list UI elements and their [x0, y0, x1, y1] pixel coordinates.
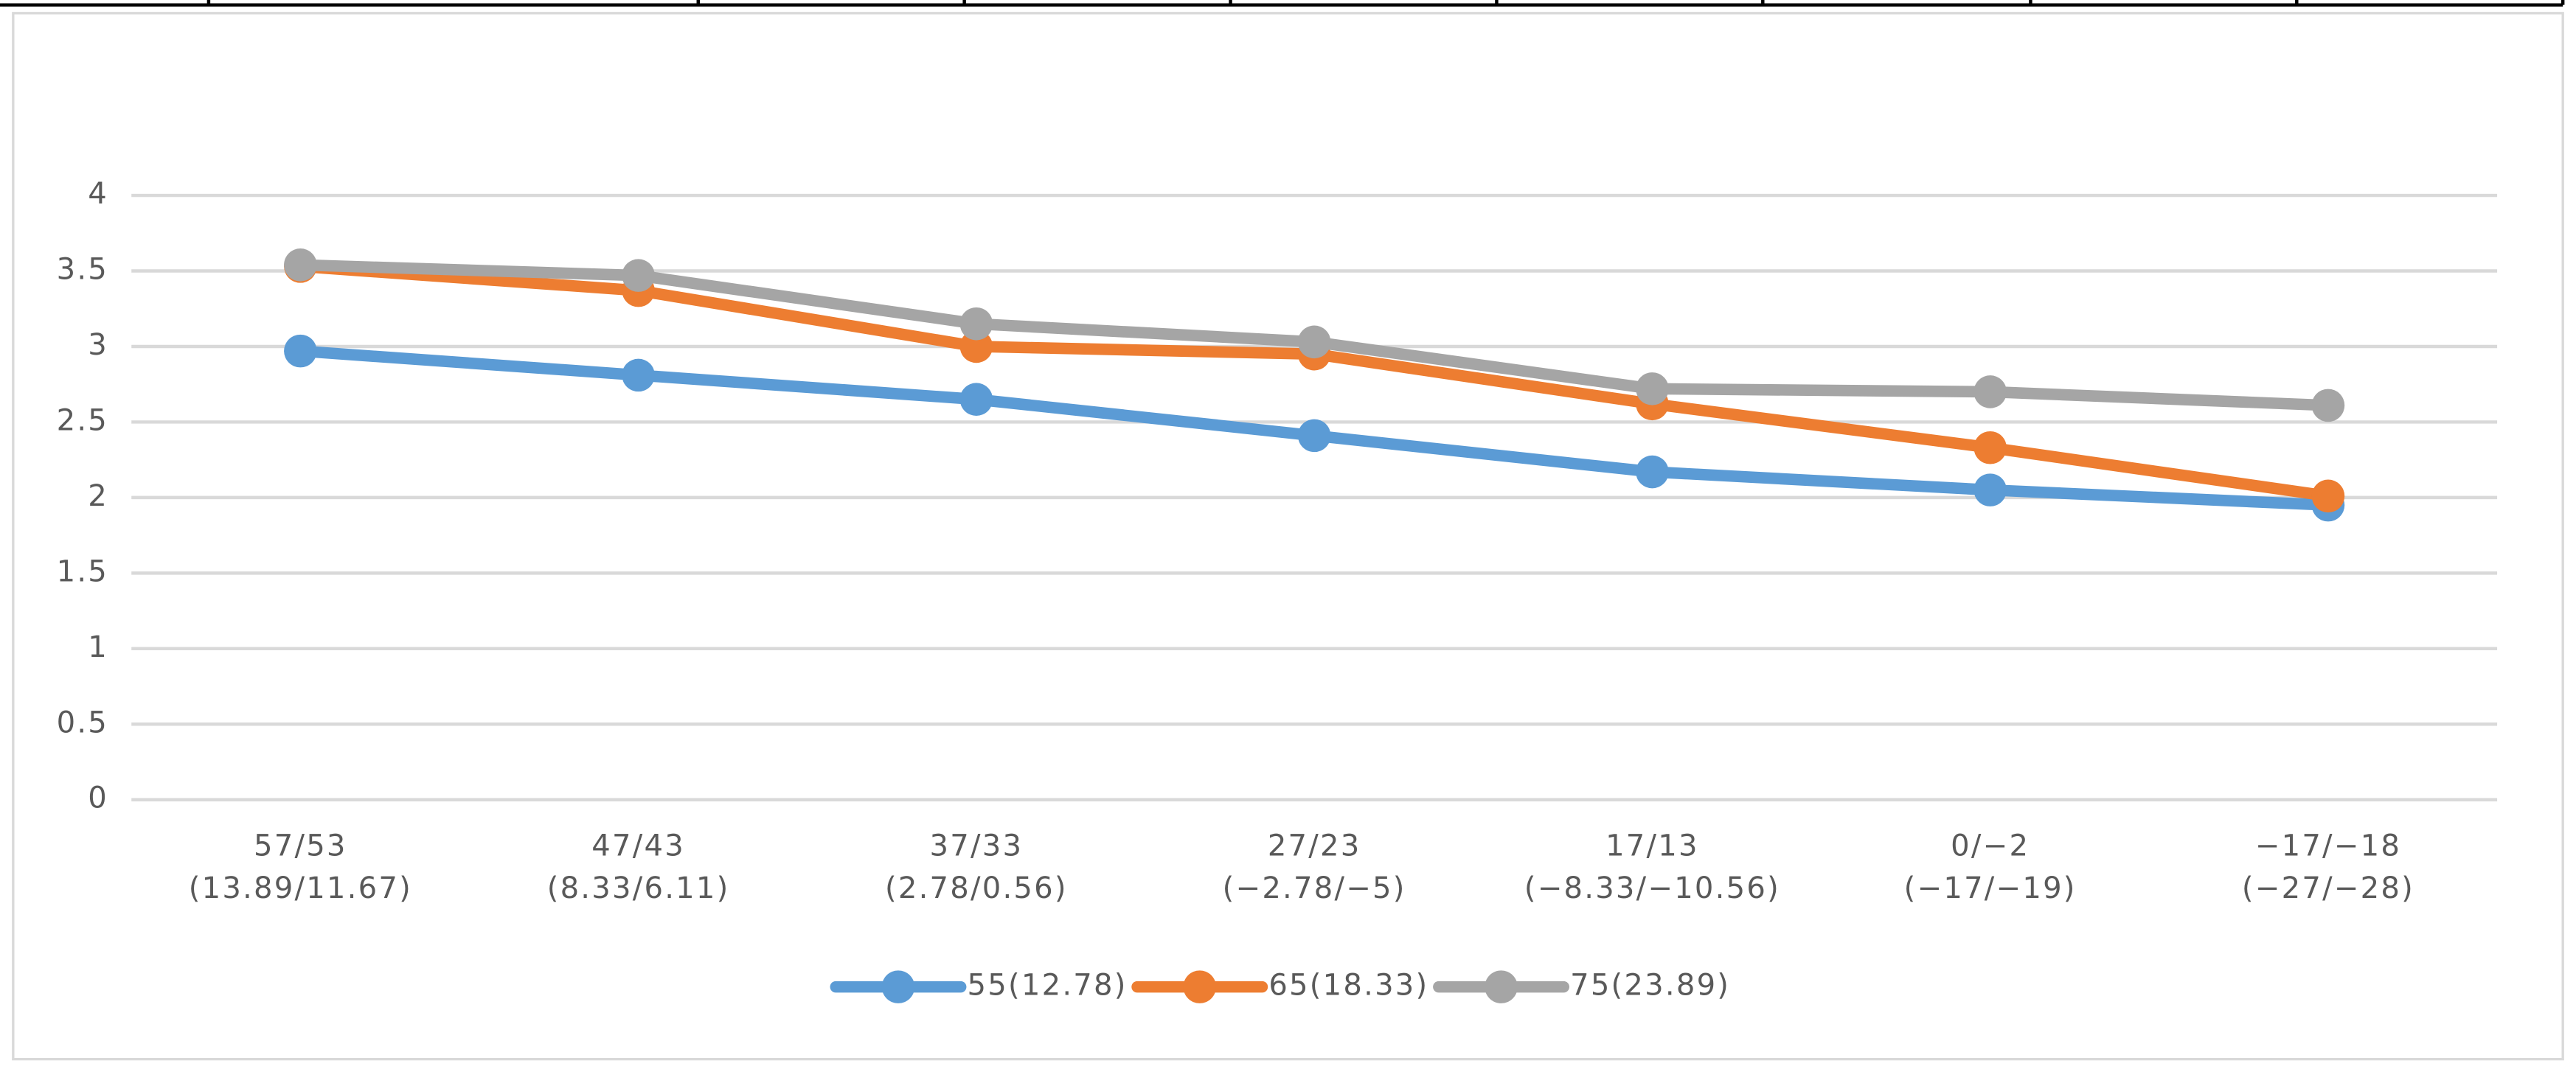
- data-point: [2311, 389, 2345, 422]
- data-point: [2311, 479, 2345, 513]
- x-tick-label: (13.89/11.67): [189, 871, 412, 905]
- y-tick-label: 0.5: [57, 706, 108, 739]
- data-point: [622, 358, 655, 392]
- y-tick-label: 3: [88, 328, 108, 362]
- data-point: [1636, 372, 1669, 405]
- data-point: [1973, 473, 2007, 506]
- data-point: [959, 330, 993, 363]
- x-tick-label: (−17/−19): [1904, 871, 2077, 905]
- x-tick-label: 27/23: [1268, 829, 1361, 863]
- y-tick-label: 2: [88, 479, 108, 513]
- data-point: [284, 334, 317, 368]
- legend-label: 55(12.78): [968, 969, 1128, 1003]
- legend-marker: [881, 970, 915, 1003]
- legend-marker: [1183, 970, 1217, 1003]
- data-point: [1297, 419, 1331, 453]
- data-point: [622, 259, 655, 292]
- y-tick-label: 3.5: [57, 253, 108, 287]
- y-tick-label: 2.5: [57, 403, 108, 437]
- x-tick-label: 0/−2: [1951, 829, 2030, 863]
- data-point: [959, 307, 993, 341]
- data-point: [959, 383, 993, 416]
- table-edge: [0, 0, 2565, 7]
- x-tick-label: 17/13: [1605, 829, 1699, 863]
- x-tick-label: 57/53: [254, 829, 347, 863]
- data-point: [1973, 431, 2007, 464]
- y-tick-label: 4: [88, 177, 108, 211]
- data-point: [1973, 375, 2007, 408]
- y-tick-label: 1: [88, 630, 108, 664]
- x-tick-label: (−27/−28): [2242, 871, 2414, 905]
- legend-marker: [1485, 970, 1518, 1003]
- data-point: [1636, 455, 1669, 489]
- x-tick-label: (−8.33/−10.56): [1524, 871, 1780, 905]
- chart-frame: [12, 12, 2564, 1061]
- x-tick-label: −17/−18: [2255, 829, 2401, 863]
- legend-label: 75(23.89): [1570, 969, 1730, 1003]
- data-point: [284, 248, 317, 282]
- y-tick-label: 0: [88, 781, 108, 815]
- x-tick-label: (2.78/0.56): [885, 871, 1068, 905]
- x-tick-label: (8.33/6.11): [547, 871, 730, 905]
- x-tick-label: 37/33: [930, 829, 1024, 863]
- data-point: [1297, 325, 1331, 359]
- x-tick-label: (−2.78/−5): [1223, 871, 1406, 905]
- x-tick-label: 47/43: [591, 829, 685, 863]
- legend-label: 65(18.33): [1268, 969, 1428, 1003]
- y-tick-label: 1.5: [57, 554, 108, 588]
